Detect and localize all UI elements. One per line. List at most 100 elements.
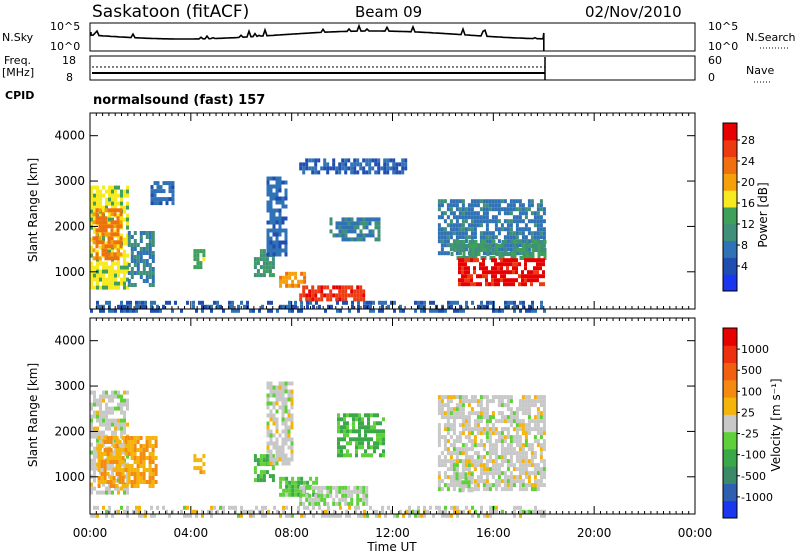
heatmap-cell (341, 285, 345, 290)
heatmap-cell (494, 258, 497, 263)
heatmap-region (97, 436, 158, 488)
heatmap-cell (136, 271, 140, 275)
heatmap-cell (305, 162, 309, 167)
heatmap-cell (275, 453, 279, 458)
heatmap-cell (347, 489, 351, 494)
heatmap-cell (494, 223, 498, 228)
heatmap-cell (376, 433, 379, 438)
heatmap-cell (458, 211, 462, 216)
heatmap-cell (377, 217, 381, 222)
colorbar-swatch (723, 414, 737, 433)
heatmap-cell (353, 162, 357, 167)
heatmap-cell (90, 390, 93, 395)
heatmap-cell (93, 505, 96, 510)
heatmap-cell (269, 409, 273, 414)
heatmap-cell (470, 274, 473, 279)
heatmap-cell (268, 269, 272, 274)
heatmap-cell (476, 403, 480, 408)
heatmap-cell (491, 215, 495, 220)
heatmap-cell (500, 447, 504, 452)
heatmap-cell (524, 282, 527, 287)
heatmap-cell (473, 282, 476, 287)
heatmap-cell (461, 423, 465, 428)
heatmap-cell (102, 434, 105, 439)
heatmap-cell (500, 266, 503, 271)
heatmap-cell (118, 480, 122, 484)
heatmap-cell (108, 486, 111, 491)
heatmap-cell (95, 212, 99, 217)
heatmap-cell (515, 411, 519, 416)
heatmap-cell (437, 203, 441, 208)
heatmap-cell (353, 489, 357, 494)
heatmap-cell (126, 285, 129, 290)
heatmap-cell (93, 390, 96, 395)
heatmap-cell (467, 207, 471, 212)
heatmap-cell (524, 483, 528, 488)
heatmap-cell (202, 249, 206, 254)
heatmap-cell (127, 444, 131, 448)
heatmap-cell (142, 476, 146, 480)
heatmap-cell (524, 435, 528, 440)
heatmap-cell (488, 447, 492, 452)
heatmap-cell (344, 237, 348, 242)
heatmap-cell (114, 285, 117, 290)
heatmap-cell (103, 476, 107, 480)
heatmap-cell (345, 300, 348, 305)
heatmap-cell (90, 193, 93, 198)
heatmap-cell (500, 270, 503, 275)
heatmap-cell (485, 207, 489, 212)
heatmap-cell (116, 256, 120, 261)
heatmap-cell (512, 199, 516, 204)
heatmap-cell (443, 235, 447, 240)
heatmap-cell (287, 429, 291, 434)
heatmap-cell (467, 476, 471, 481)
heatmap-cell (515, 423, 519, 428)
heatmap-cell (117, 269, 120, 274)
heatmap-cell (479, 235, 483, 240)
heatmap-cell (269, 184, 273, 189)
heatmap-cell (530, 487, 534, 492)
heatmap-cell (383, 162, 387, 167)
heatmap-cell (497, 219, 501, 224)
heatmap-cell (279, 275, 283, 280)
heatmap-cell (443, 443, 447, 448)
heatmap-cell (109, 460, 113, 464)
heatmap-cell (518, 219, 522, 224)
heatmap-cell (117, 390, 120, 395)
heatmap-cell (266, 180, 270, 185)
heatmap-cell (537, 256, 541, 260)
heatmap-cell (262, 458, 266, 463)
heatmap-cell (455, 407, 459, 412)
heatmap-cell (216, 304, 219, 309)
heatmap-cell (351, 300, 354, 305)
heatmap-cell (440, 415, 444, 420)
heatmap-cell (404, 158, 408, 163)
heatmap-cell (473, 231, 477, 236)
heatmap-cell (266, 200, 270, 205)
heatmap-cell (303, 492, 307, 497)
heatmap-cell (110, 212, 114, 217)
heatmap-cell (142, 231, 146, 235)
heatmap-cell (456, 513, 459, 518)
heatmap-cell (494, 455, 498, 460)
heatmap-region (329, 217, 381, 242)
heatmap-cell (390, 509, 393, 514)
heatmap-cell (118, 448, 122, 452)
heatmap-cell (117, 304, 120, 309)
heatmap-cell (121, 472, 125, 476)
heatmap-cell (489, 505, 492, 510)
heatmap-cell (271, 265, 275, 270)
heatmap-cell (240, 505, 243, 510)
heatmap-cell (455, 395, 459, 400)
heatmap-cell (515, 443, 519, 448)
heatmap-cell (266, 184, 270, 189)
heatmap-cell (449, 435, 453, 440)
heatmap-cell (458, 199, 462, 204)
heatmap-cell (347, 485, 351, 490)
heatmap-cell (302, 285, 306, 290)
heatmap-cell (533, 427, 537, 432)
heatmap-cell (455, 411, 459, 416)
heatmap-cell (491, 423, 495, 428)
heatmap-cell (148, 468, 152, 472)
heatmap-cell (339, 513, 342, 518)
